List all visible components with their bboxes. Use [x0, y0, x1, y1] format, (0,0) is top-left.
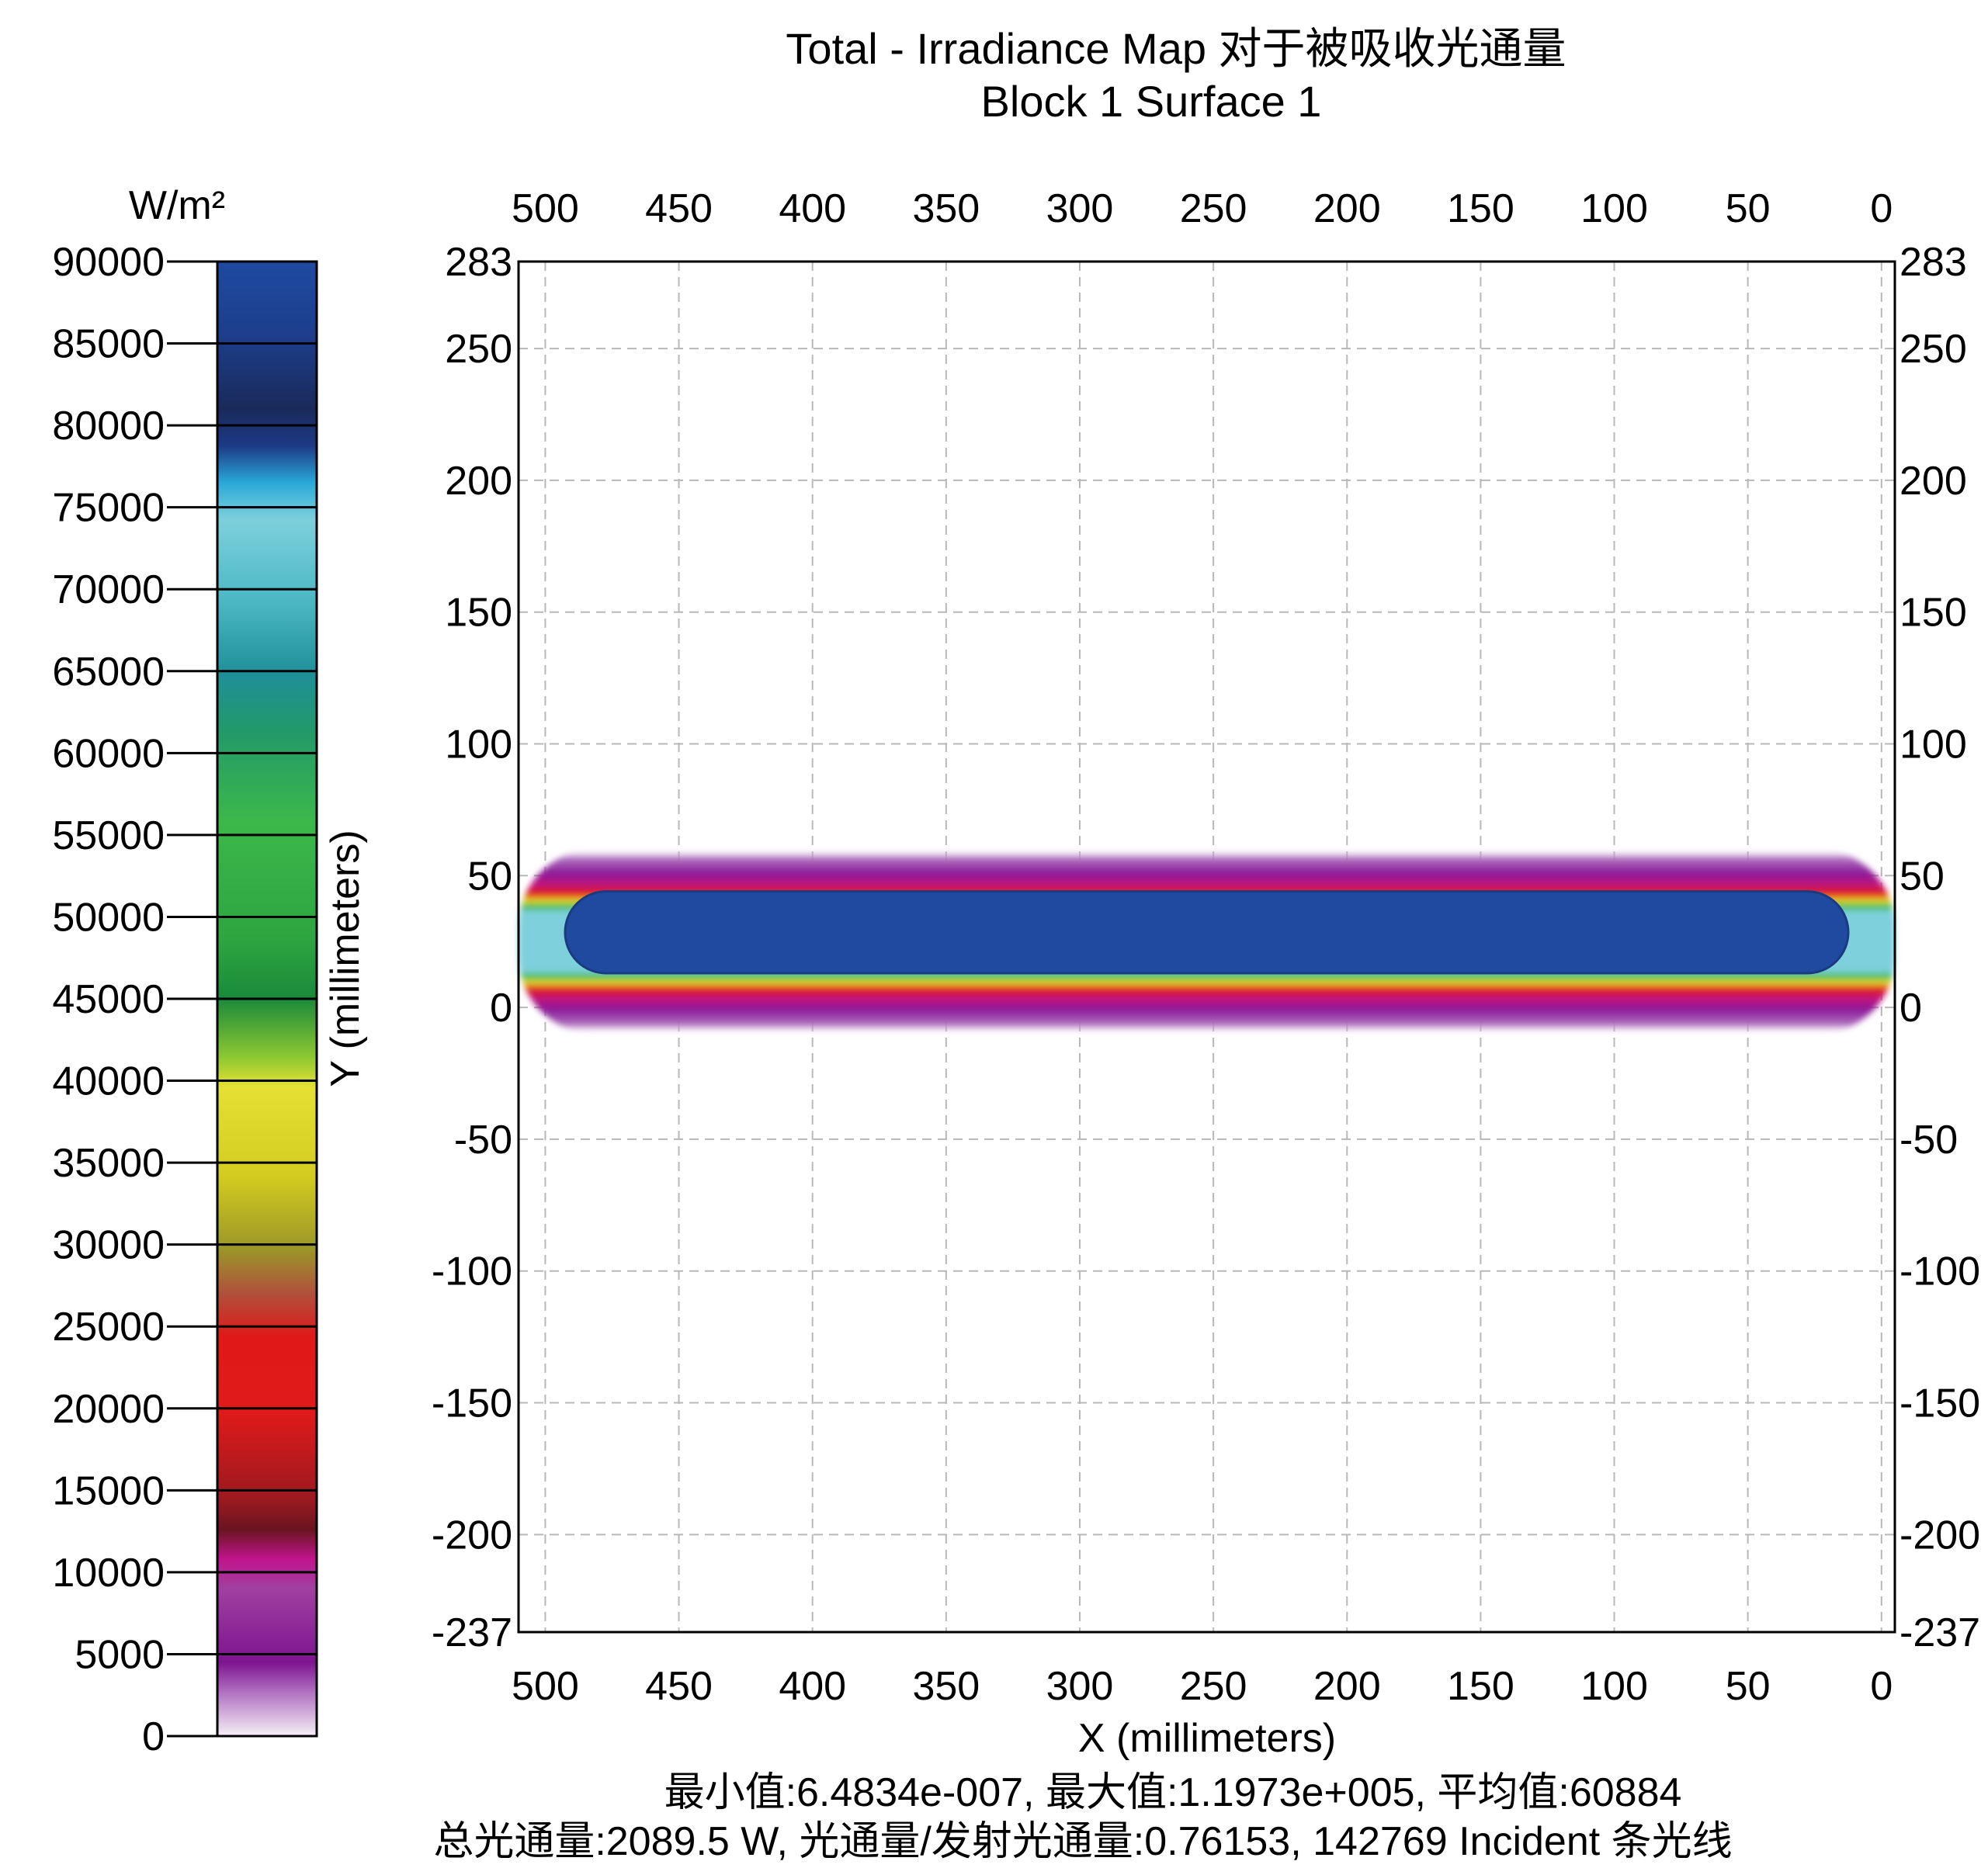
colorbar-tick-label: 40000 [52, 1059, 165, 1104]
y-tick-label-left: -200 [432, 1513, 512, 1558]
colorbar-tick-label: 70000 [52, 567, 165, 612]
x-tick-label-top: 300 [1046, 186, 1114, 231]
y-axis-right: 283 250 200 150 100 50 0 -50 -100 -150 -200 -237 [1900, 240, 1980, 1655]
colorbar-tick-label: 0 [142, 1714, 165, 1759]
x-tick-label-top: 400 [779, 186, 846, 231]
colorbar-tick-label: 35000 [52, 1141, 165, 1186]
x-tick-label-bottom: 450 [645, 1664, 713, 1709]
colorbar-tick-label: 90000 [52, 240, 165, 285]
x-tick-label-top: 50 [1726, 186, 1771, 231]
colorbar-tick-label: 80000 [52, 404, 165, 449]
x-tick-label-bottom: 150 [1447, 1664, 1514, 1709]
colorbar-tick-label: 20000 [52, 1387, 165, 1432]
chart-title: Total - Irradiance Map 对于被吸收光通量 [786, 24, 1566, 73]
y-tick-label-left: 283 [445, 240, 512, 285]
colorbar-tick-label: 10000 [52, 1551, 165, 1596]
irradiance-band [519, 849, 1895, 1035]
colorbar-tick-label: 5000 [75, 1632, 165, 1677]
x-tick-label-bottom: 100 [1580, 1664, 1648, 1709]
y-tick-label-right: 250 [1900, 327, 1967, 372]
colorbar-unit: W/m² [129, 183, 225, 228]
stats-line-1: 最小值:6.4834e-007, 最大值:1.1973e+005, 平均值:60… [664, 1770, 1682, 1815]
y-tick-label-right: -100 [1900, 1249, 1980, 1294]
x-tick-label-top: 200 [1313, 186, 1381, 231]
y-tick-label-left: 200 [445, 459, 512, 504]
chart-subtitle: Block 1 Surface 1 [981, 77, 1322, 126]
x-tick-label-bottom: 200 [1313, 1664, 1381, 1709]
colorbar-tick-label: 30000 [52, 1223, 165, 1268]
colorbar-tick-label: 50000 [52, 895, 165, 940]
y-tick-label-right: 283 [1900, 240, 1967, 285]
x-tick-label-top: 100 [1580, 186, 1648, 231]
x-axis-bottom: 500 450 400 350 300 250 200 150 100 50 0 [512, 1664, 1893, 1709]
x-tick-label-bottom: 50 [1726, 1664, 1771, 1709]
x-tick-label-bottom: 500 [512, 1664, 579, 1709]
y-tick-label-left: -100 [432, 1249, 512, 1294]
y-tick-label-right: 150 [1900, 591, 1967, 636]
colorbar-tick-label: 85000 [52, 322, 165, 367]
x-tick-label-top: 250 [1180, 186, 1247, 231]
y-tick-label-left: -50 [454, 1118, 512, 1163]
y-tick-label-right: 100 [1900, 722, 1967, 767]
stats-line-2: 总光通量:2089.5 W, 光通量/发射光通量:0.76153, 142769… [433, 1819, 1732, 1864]
x-tick-label-bottom: 350 [912, 1664, 980, 1709]
y-tick-label-right: 200 [1900, 459, 1967, 504]
y-tick-label-right: -50 [1900, 1118, 1958, 1163]
colorbar-tick-label: 15000 [52, 1468, 165, 1513]
x-tick-label-bottom: 0 [1870, 1664, 1893, 1709]
colorbar-tick-label: 55000 [52, 813, 165, 858]
x-tick-label-top: 500 [512, 186, 579, 231]
x-axis-label: X (millimeters) [1078, 1716, 1336, 1761]
x-tick-label-top: 0 [1870, 186, 1893, 231]
x-axis-top: 500 450 400 350 300 250 200 150 100 50 0 [512, 186, 1893, 231]
y-tick-label-left: 50 [467, 854, 512, 899]
y-tick-label-left: -237 [432, 1610, 512, 1655]
x-tick-label-top: 450 [645, 186, 713, 231]
y-tick-label-right: 0 [1900, 986, 1922, 1031]
y-tick-label-right: -237 [1900, 1610, 1980, 1655]
x-tick-label-top: 350 [912, 186, 980, 231]
y-tick-label-left: 100 [445, 722, 512, 767]
y-tick-label-right: -200 [1900, 1513, 1980, 1558]
y-tick-label-left: 250 [445, 327, 512, 372]
y-tick-label-right: -150 [1900, 1381, 1980, 1426]
y-axis-label: Y (millimeters) [323, 830, 368, 1087]
y-tick-label-left: -150 [432, 1381, 512, 1426]
colorbar-tick-label: 25000 [52, 1305, 165, 1350]
y-tick-label-left: 0 [490, 986, 512, 1031]
y-tick-label-left: 150 [445, 591, 512, 636]
y-tick-label-right: 50 [1900, 854, 1945, 899]
colorbar-tick-label: 60000 [52, 731, 165, 776]
colorbar-tick-label: 75000 [52, 486, 165, 531]
x-tick-label-top: 150 [1447, 186, 1514, 231]
plot-frame [517, 260, 1896, 1634]
x-tick-label-bottom: 300 [1046, 1664, 1114, 1709]
colorbar-tick-label: 45000 [52, 977, 165, 1022]
colorbar-tick-label: 65000 [52, 650, 165, 695]
x-tick-label-bottom: 400 [779, 1664, 846, 1709]
x-tick-label-bottom: 250 [1180, 1664, 1247, 1709]
band-core [564, 890, 1850, 975]
colorbar-ticks: 90000 85000 80000 75000 70000 65000 60000 55000… [52, 240, 317, 1759]
y-axis-left: 283 250 200 150 100 50 0 -50 -100 -150 -200 -237 [432, 240, 512, 1655]
